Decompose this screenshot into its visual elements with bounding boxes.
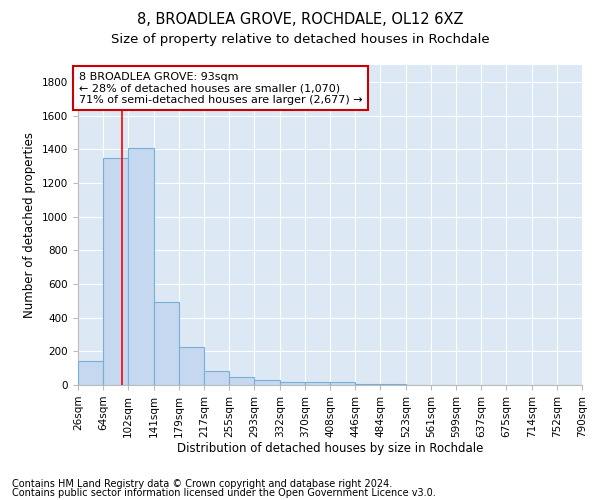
Text: Contains HM Land Registry data © Crown copyright and database right 2024.: Contains HM Land Registry data © Crown c… <box>12 479 392 489</box>
Bar <box>128 148 154 385</box>
X-axis label: Distribution of detached houses by size in Rochdale: Distribution of detached houses by size … <box>177 442 483 456</box>
Bar <box>229 376 254 385</box>
Text: 8, BROADLEA GROVE, ROCHDALE, OL12 6XZ: 8, BROADLEA GROVE, ROCHDALE, OL12 6XZ <box>137 12 463 28</box>
Y-axis label: Number of detached properties: Number of detached properties <box>23 132 37 318</box>
Text: Size of property relative to detached houses in Rochdale: Size of property relative to detached ho… <box>110 32 490 46</box>
Bar <box>280 382 305 385</box>
Bar <box>380 384 406 385</box>
Bar <box>154 302 179 385</box>
Bar <box>78 362 103 385</box>
Bar <box>355 384 380 385</box>
Bar <box>103 158 128 385</box>
Bar <box>254 380 280 385</box>
Bar <box>179 347 204 385</box>
Bar <box>330 382 355 385</box>
Text: 8 BROADLEA GROVE: 93sqm
← 28% of detached houses are smaller (1,070)
71% of semi: 8 BROADLEA GROVE: 93sqm ← 28% of detache… <box>79 72 362 105</box>
Text: Contains public sector information licensed under the Open Government Licence v3: Contains public sector information licen… <box>12 488 436 498</box>
Bar <box>305 382 330 385</box>
Bar <box>204 370 229 385</box>
